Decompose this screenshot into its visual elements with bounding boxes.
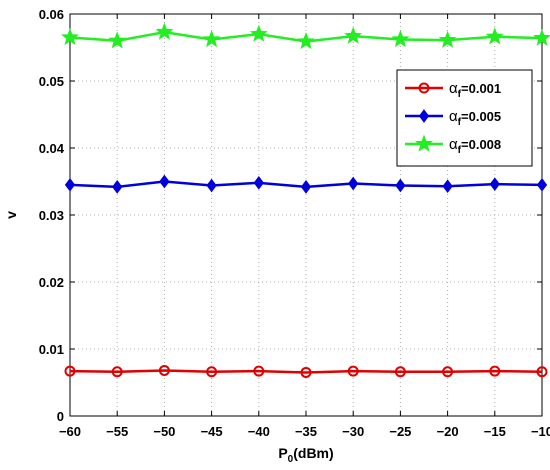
legend-label-value: =0.008 — [461, 137, 501, 152]
y-tick-label: 0.01 — [39, 342, 64, 357]
y-tick-label: 0 — [57, 409, 64, 424]
series-layer — [61, 22, 550, 378]
data-point-diamond-marker — [536, 178, 548, 192]
y-tick-label: 0.04 — [39, 141, 65, 156]
y-tick-label: 0.06 — [39, 7, 64, 22]
data-point-circle-marker — [347, 365, 359, 377]
x-tick-label: −40 — [248, 424, 270, 439]
x-tick-label: −45 — [201, 424, 223, 439]
legend-label-symbol: α — [449, 136, 458, 153]
legend-label: αf=0.005 — [449, 108, 501, 128]
series-line — [69, 369, 543, 374]
x-tick-label: −55 — [106, 424, 128, 439]
series-group — [64, 174, 548, 194]
data-point-circle-marker — [300, 366, 312, 378]
x-axis-label-unit: (dBm) — [293, 445, 333, 461]
x-tick-label: −35 — [295, 424, 317, 439]
data-point-circle-marker — [418, 82, 430, 94]
data-point-circle-marker — [394, 366, 406, 378]
data-point-diamond-marker — [300, 180, 312, 194]
axis-ticks: −60 −55 −50 −45 −40 −35 −30 −25 −20 −15 −10 0 0.01 0.… — [39, 7, 550, 439]
data-point-diamond-marker — [253, 176, 264, 190]
data-point-circle-marker — [489, 365, 501, 377]
data-point-diamond-marker — [159, 174, 170, 189]
legend-entry: αf=0.005 — [405, 108, 501, 128]
x-axis-label-main: P — [278, 445, 287, 461]
x-tick-label: −50 — [153, 424, 175, 439]
legend-label: αf=0.008 — [449, 136, 501, 156]
legend-label-value: =0.005 — [461, 109, 501, 124]
data-point-star-marker — [155, 22, 174, 40]
data-point-star-marker — [415, 134, 433, 152]
data-point-diamond-marker — [395, 178, 406, 193]
data-point-star-marker — [485, 27, 504, 45]
data-point-diamond-marker — [442, 179, 453, 194]
x-tick-label: −20 — [437, 424, 459, 439]
x-tick-label: −15 — [484, 424, 506, 439]
legend-label-value: =0.001 — [461, 81, 501, 96]
legend-label-subscript: f — [458, 117, 462, 128]
data-point-circle-marker — [253, 365, 265, 377]
data-point-circle-marker — [206, 366, 218, 378]
legend-label: αf=0.001 — [449, 80, 501, 100]
y-tick-label: 0.02 — [39, 275, 64, 290]
data-point-circle-marker — [111, 366, 123, 378]
data-point-circle-marker — [64, 365, 76, 377]
x-axis-label-subscript: 0 — [288, 454, 294, 465]
data-point-star-marker — [438, 30, 457, 48]
y-axis-label: v — [3, 211, 19, 219]
y-tick-label: 0.05 — [39, 74, 64, 89]
y-tick-label: 0.03 — [39, 208, 64, 223]
data-point-star-marker — [344, 26, 363, 44]
data-point-star-marker — [61, 28, 79, 46]
grid-lines — [70, 14, 542, 416]
data-point-diamond-marker — [206, 178, 217, 193]
legend-label-subscript: f — [458, 145, 462, 156]
data-point-circle-marker — [536, 366, 548, 378]
series-group — [64, 364, 548, 378]
data-point-star-marker — [297, 32, 315, 50]
series-group — [61, 22, 550, 50]
x-tick-label: −25 — [389, 424, 411, 439]
x-tick-label: −10 — [531, 424, 550, 439]
data-point-star-marker — [249, 24, 268, 42]
legend-label-subscript: f — [458, 89, 462, 100]
x-tick-label: −30 — [342, 424, 364, 439]
data-point-diamond-marker — [64, 178, 76, 192]
data-point-circle-marker — [442, 366, 454, 378]
legend-label-symbol: α — [449, 108, 458, 125]
data-point-star-marker — [533, 28, 550, 46]
data-point-star-marker — [108, 31, 127, 49]
x-axis-label: P0(dBm) — [278, 445, 333, 465]
data-point-diamond-marker — [112, 180, 123, 194]
x-tick-label: −60 — [59, 424, 81, 439]
data-point-diamond-marker — [418, 109, 430, 123]
data-point-circle-marker — [158, 364, 170, 376]
data-point-star-marker — [391, 30, 410, 48]
data-point-diamond-marker — [489, 177, 500, 192]
legend-label-symbol: α — [449, 80, 458, 97]
legend-entry: αf=0.008 — [405, 134, 501, 156]
data-point-star-marker — [202, 30, 221, 48]
legend-entry: αf=0.001 — [405, 80, 501, 100]
data-point-diamond-marker — [348, 176, 359, 191]
